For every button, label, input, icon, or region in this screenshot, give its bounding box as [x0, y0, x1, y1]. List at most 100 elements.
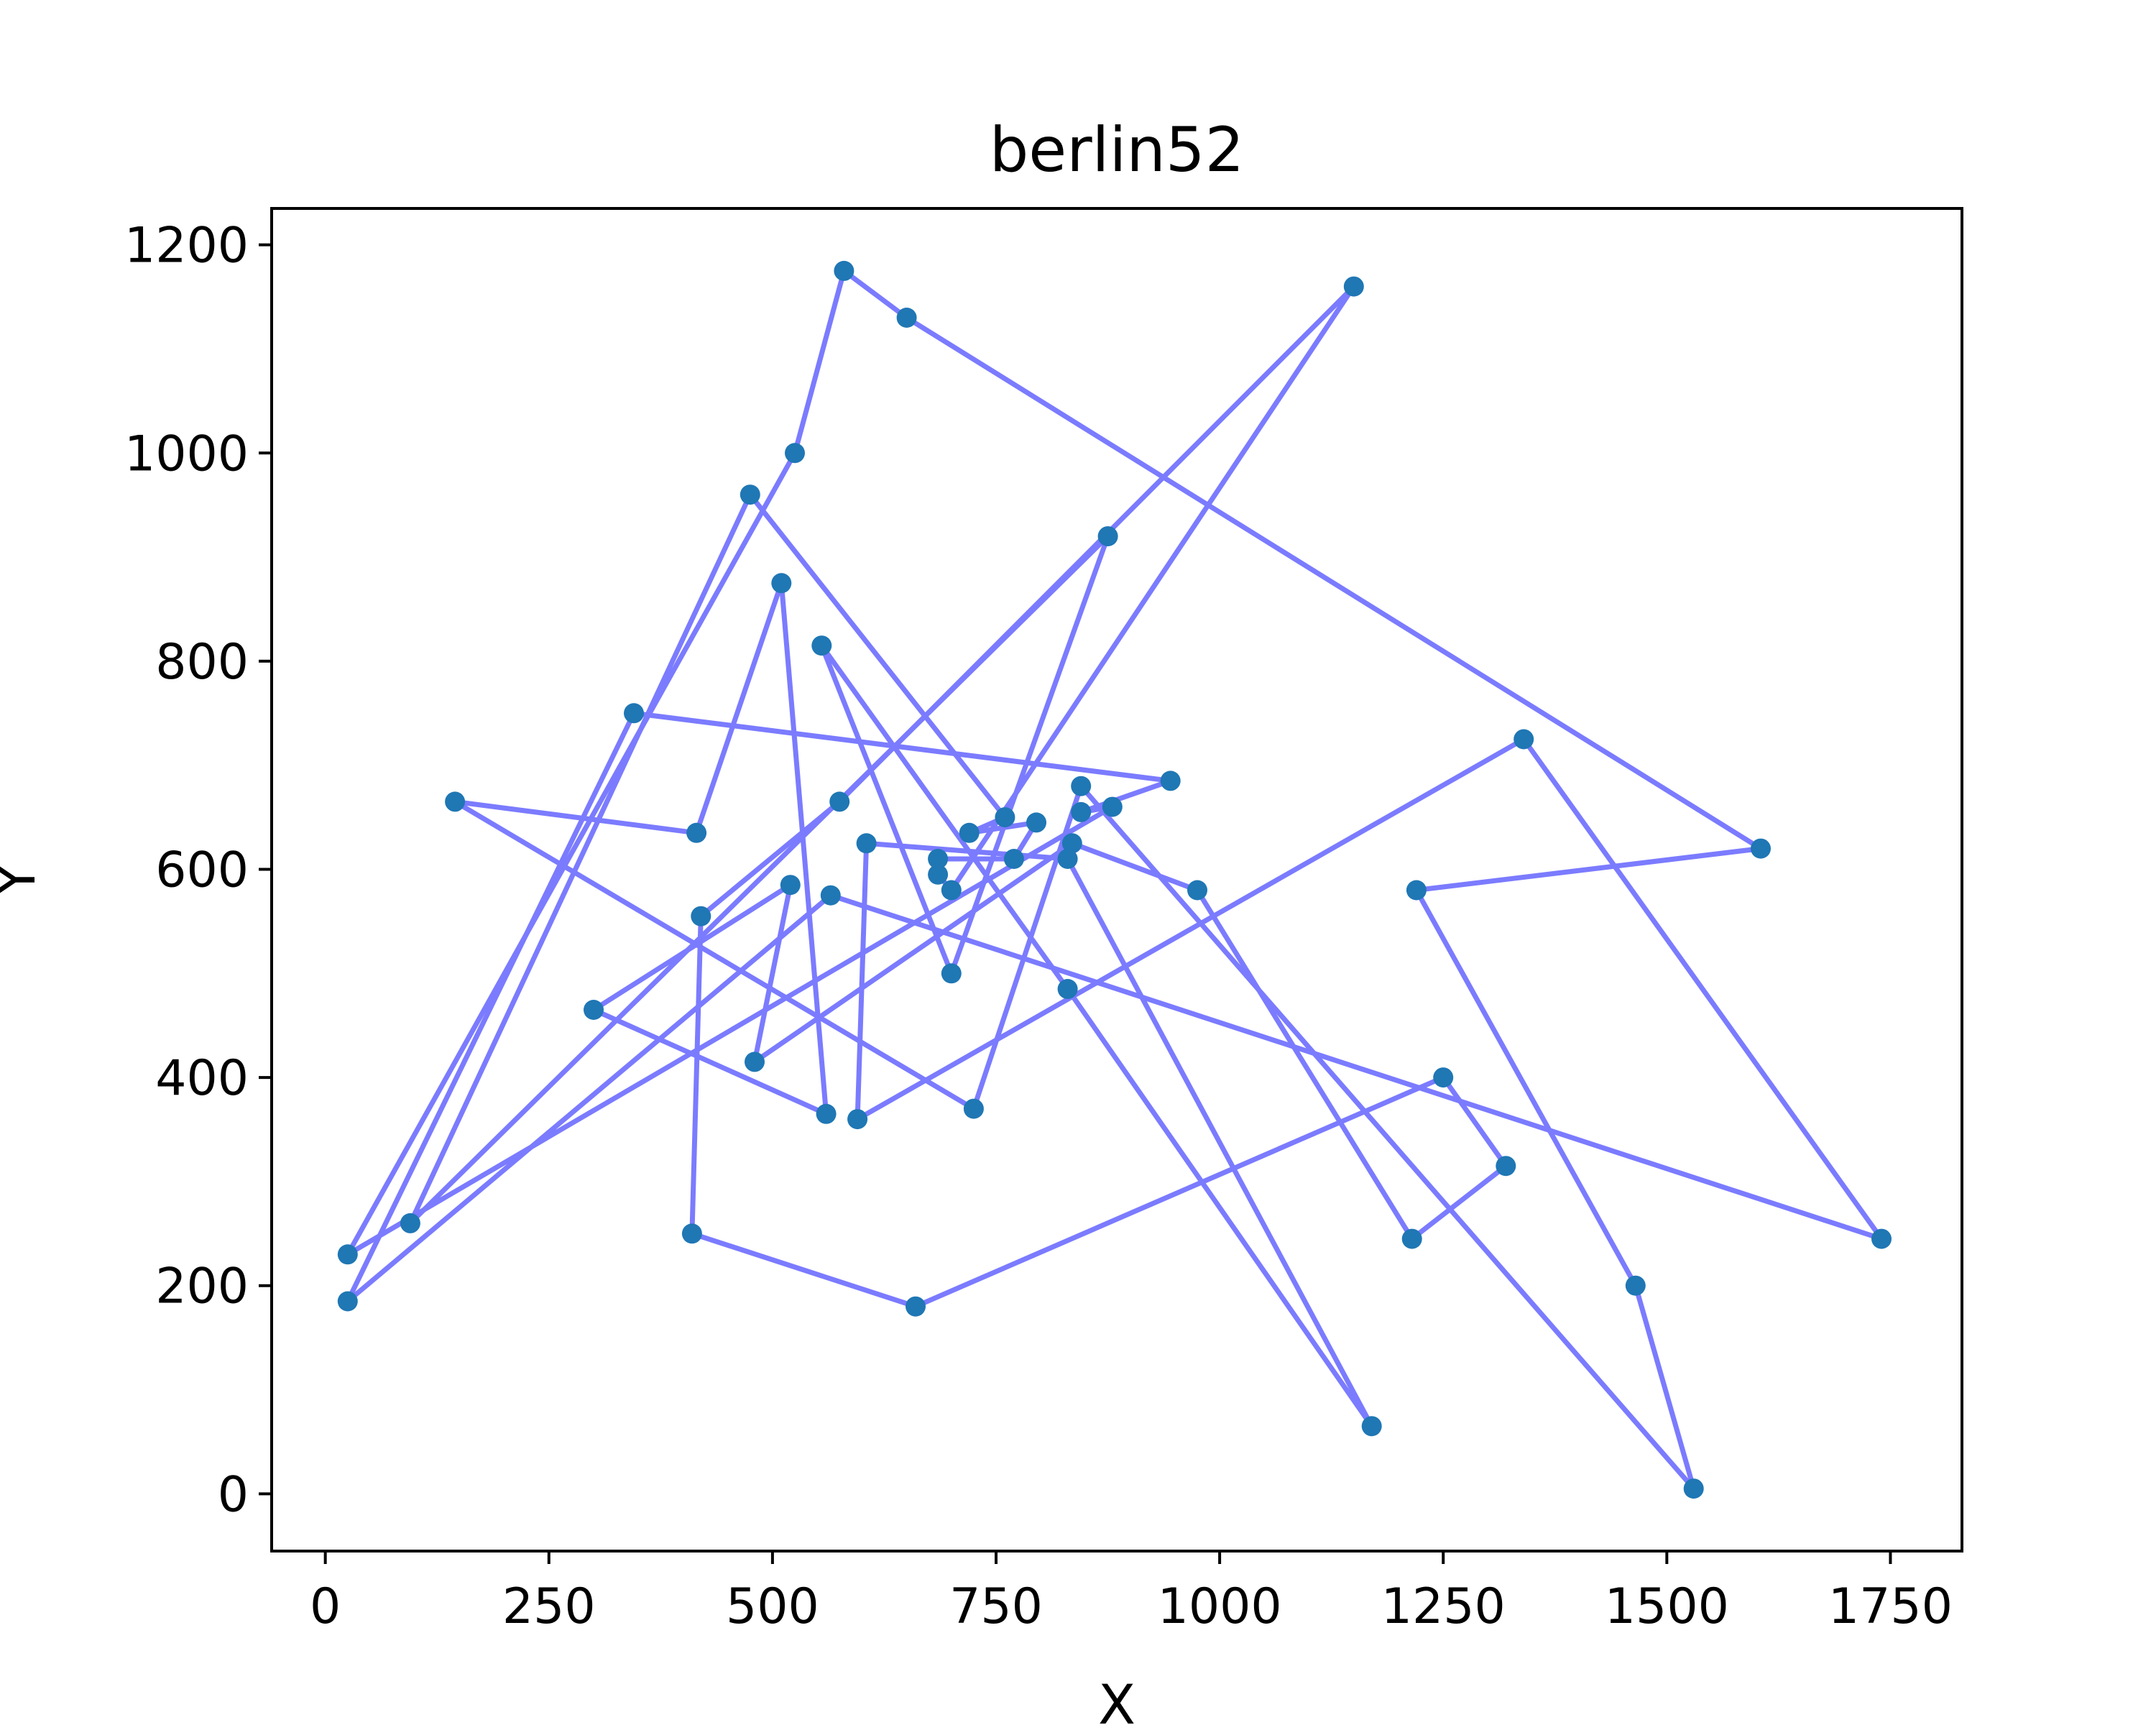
x-tick-label: 500 — [726, 1578, 819, 1635]
city-point — [928, 849, 949, 869]
tour-lines — [345, 268, 1884, 1491]
tour-segment — [591, 1007, 829, 1117]
tour-segment — [1440, 1075, 1508, 1169]
tour-segment — [828, 893, 1884, 1242]
tour-segment — [792, 268, 847, 456]
tour-segment — [452, 799, 699, 836]
city-points — [337, 260, 1892, 1499]
city-point — [834, 260, 854, 281]
tour-segment — [819, 643, 1071, 992]
y-tick-label: 1200 — [124, 218, 249, 275]
tour-segment — [1521, 737, 1884, 1242]
tour-segment — [345, 893, 834, 1304]
city-point — [941, 880, 962, 901]
x-tick-label: 1250 — [1381, 1578, 1506, 1635]
plot-background — [272, 208, 1962, 1551]
tour-segment — [854, 737, 1526, 1122]
x-tick-label: 250 — [502, 1578, 596, 1635]
y-tick-label: 600 — [155, 842, 249, 899]
city-point — [337, 1244, 358, 1265]
city-point — [745, 1052, 765, 1072]
x-axis-ticks: 0 250 500 750 1000 1250 1500 1750 — [310, 1551, 1953, 1635]
city-point — [811, 635, 832, 656]
tour-segment — [949, 533, 1111, 976]
city-point — [1343, 276, 1364, 297]
city-point — [829, 791, 850, 812]
city-point — [1361, 1416, 1382, 1437]
tour-segment — [345, 710, 637, 1304]
x-tick-label: 1750 — [1828, 1578, 1953, 1635]
chart-title: berlin52 — [990, 114, 1245, 186]
city-point — [856, 833, 877, 854]
tour-segment — [1065, 986, 1375, 1429]
city-point — [1026, 812, 1046, 833]
city-point — [995, 807, 1015, 828]
city-point — [959, 822, 980, 843]
city-point — [1071, 776, 1092, 796]
x-tick-label: 1500 — [1605, 1578, 1729, 1635]
city-point — [681, 1223, 702, 1244]
city-point — [1071, 801, 1092, 822]
city-point — [400, 1213, 420, 1233]
city-point — [1496, 1156, 1516, 1177]
city-point — [1003, 849, 1024, 869]
tour-segment — [778, 580, 829, 1117]
tour-segment — [694, 580, 784, 836]
city-point — [847, 1109, 868, 1130]
city-point — [896, 308, 917, 328]
x-tick-label: 750 — [949, 1578, 1043, 1635]
city-point — [691, 906, 711, 926]
city-point — [785, 443, 805, 464]
y-tick-label: 200 — [155, 1259, 249, 1315]
tour-segment — [752, 882, 793, 1064]
plot-frame — [270, 207, 1963, 1552]
tour-segment — [407, 533, 1111, 1226]
tour-segment — [1078, 783, 1697, 1491]
city-point — [1514, 729, 1534, 750]
tour-segment — [407, 492, 753, 1226]
tour-segment — [854, 840, 870, 1122]
tour-segment — [1065, 856, 1375, 1429]
tour-segment — [864, 840, 1071, 862]
city-point — [740, 484, 760, 505]
tour-segment — [345, 450, 798, 1257]
y-tick-label: 800 — [155, 634, 249, 691]
y-tick-label: 400 — [155, 1050, 249, 1107]
city-point — [337, 1291, 358, 1312]
x-tick-label: 0 — [310, 1578, 341, 1635]
city-point — [1683, 1478, 1704, 1499]
tour-segment — [452, 799, 977, 1112]
city-point — [1187, 880, 1207, 901]
x-tick-label: 1000 — [1158, 1578, 1282, 1635]
y-axis-ticks: 0 200 400 600 800 1000 1200 — [124, 218, 272, 1523]
tour-segment — [1409, 1163, 1508, 1242]
tour-segment — [1414, 888, 1639, 1289]
tour-segment — [1414, 846, 1764, 893]
city-point — [1406, 880, 1427, 901]
city-point — [686, 822, 707, 843]
city-point — [820, 885, 841, 906]
city-point — [1102, 796, 1123, 817]
tour-segment — [689, 1230, 918, 1310]
city-point — [1871, 1228, 1892, 1249]
city-point — [1401, 1228, 1422, 1249]
tour-segment — [819, 643, 954, 976]
tour-segment — [1069, 840, 1200, 893]
tour-segment — [747, 492, 1008, 820]
y-tick-label: 1000 — [124, 426, 249, 482]
tour-segment — [904, 315, 1764, 852]
y-tick-label: 0 — [218, 1466, 249, 1523]
city-point — [624, 703, 644, 724]
tour-segment — [631, 710, 1174, 783]
city-point — [1433, 1067, 1454, 1088]
tour-segment — [1194, 888, 1415, 1242]
y-axis-label: Y — [0, 862, 47, 897]
tour-segment — [752, 840, 1075, 1064]
city-point — [1160, 770, 1181, 791]
city-point — [584, 1000, 604, 1020]
city-point — [1097, 526, 1118, 547]
tour-segment — [913, 1075, 1446, 1310]
city-point — [941, 963, 962, 984]
city-point — [963, 1098, 984, 1119]
